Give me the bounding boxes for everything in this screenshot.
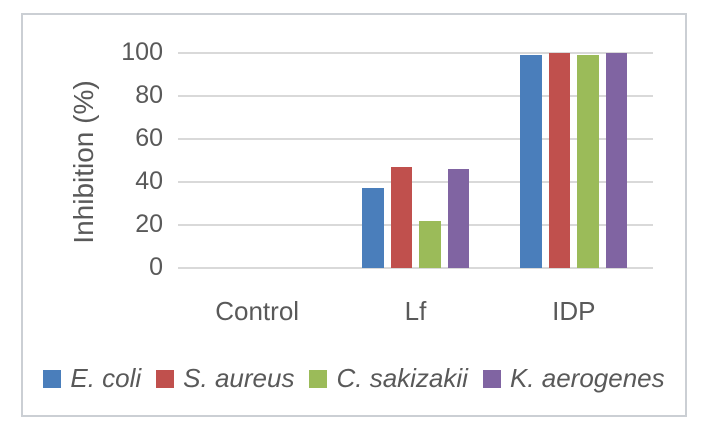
gridline-0	[178, 267, 653, 269]
gridline-80	[178, 95, 653, 97]
chart-figure: Inhibition (%) 0 20 40 60 80 100 Control Lf IDP…	[21, 13, 687, 417]
legend-label: C. sakizakii	[336, 363, 468, 393]
y-axis-title: Inhibition (%)	[68, 80, 99, 244]
bar-lf-series-2	[419, 220, 441, 268]
bar-idp-series-0	[520, 55, 542, 268]
bar-lf-series-1	[390, 166, 412, 268]
y-tick-label: 80	[135, 81, 163, 109]
legend-label: S. aureus	[183, 363, 295, 393]
legend-item-2: C. sakizakii	[309, 363, 468, 394]
legend-swatch-icon	[482, 369, 501, 388]
bar-lf-series-0	[362, 188, 384, 268]
gridline-40	[178, 181, 653, 183]
y-tick-label: 0	[149, 253, 163, 281]
plot-area	[178, 52, 653, 269]
legend-swatch-icon	[43, 369, 62, 388]
x-label-control: Control	[215, 296, 300, 326]
gridline-20	[178, 224, 653, 226]
x-label-idp: IDP	[552, 296, 596, 326]
legend-label: E. coli	[70, 363, 142, 393]
y-tick-label: 40	[135, 167, 163, 195]
legend-item-3: K. aerogenes	[482, 363, 665, 394]
bar-idp-series-2	[577, 55, 599, 268]
y-tick-label: 60	[135, 124, 163, 152]
legend-item-1: S. aureus	[156, 363, 294, 394]
x-label-lf: Lf	[404, 296, 427, 326]
y-tick-label: 20	[135, 210, 163, 238]
y-tick-label: 100	[121, 38, 163, 66]
legend-swatch-icon	[156, 369, 175, 388]
chart-legend: E. coli S. aureus C. sakizakii K. aerogenes	[23, 363, 685, 394]
legend-swatch-icon	[309, 369, 328, 388]
gridline-60	[178, 138, 653, 140]
legend-label: K. aerogenes	[509, 363, 665, 393]
gridline-100	[178, 52, 653, 54]
bar-idp-series-1	[548, 53, 571, 268]
bar-lf-series-3	[447, 169, 469, 268]
bar-idp-series-3	[605, 53, 628, 268]
legend-item-0: E. coli	[43, 363, 141, 394]
